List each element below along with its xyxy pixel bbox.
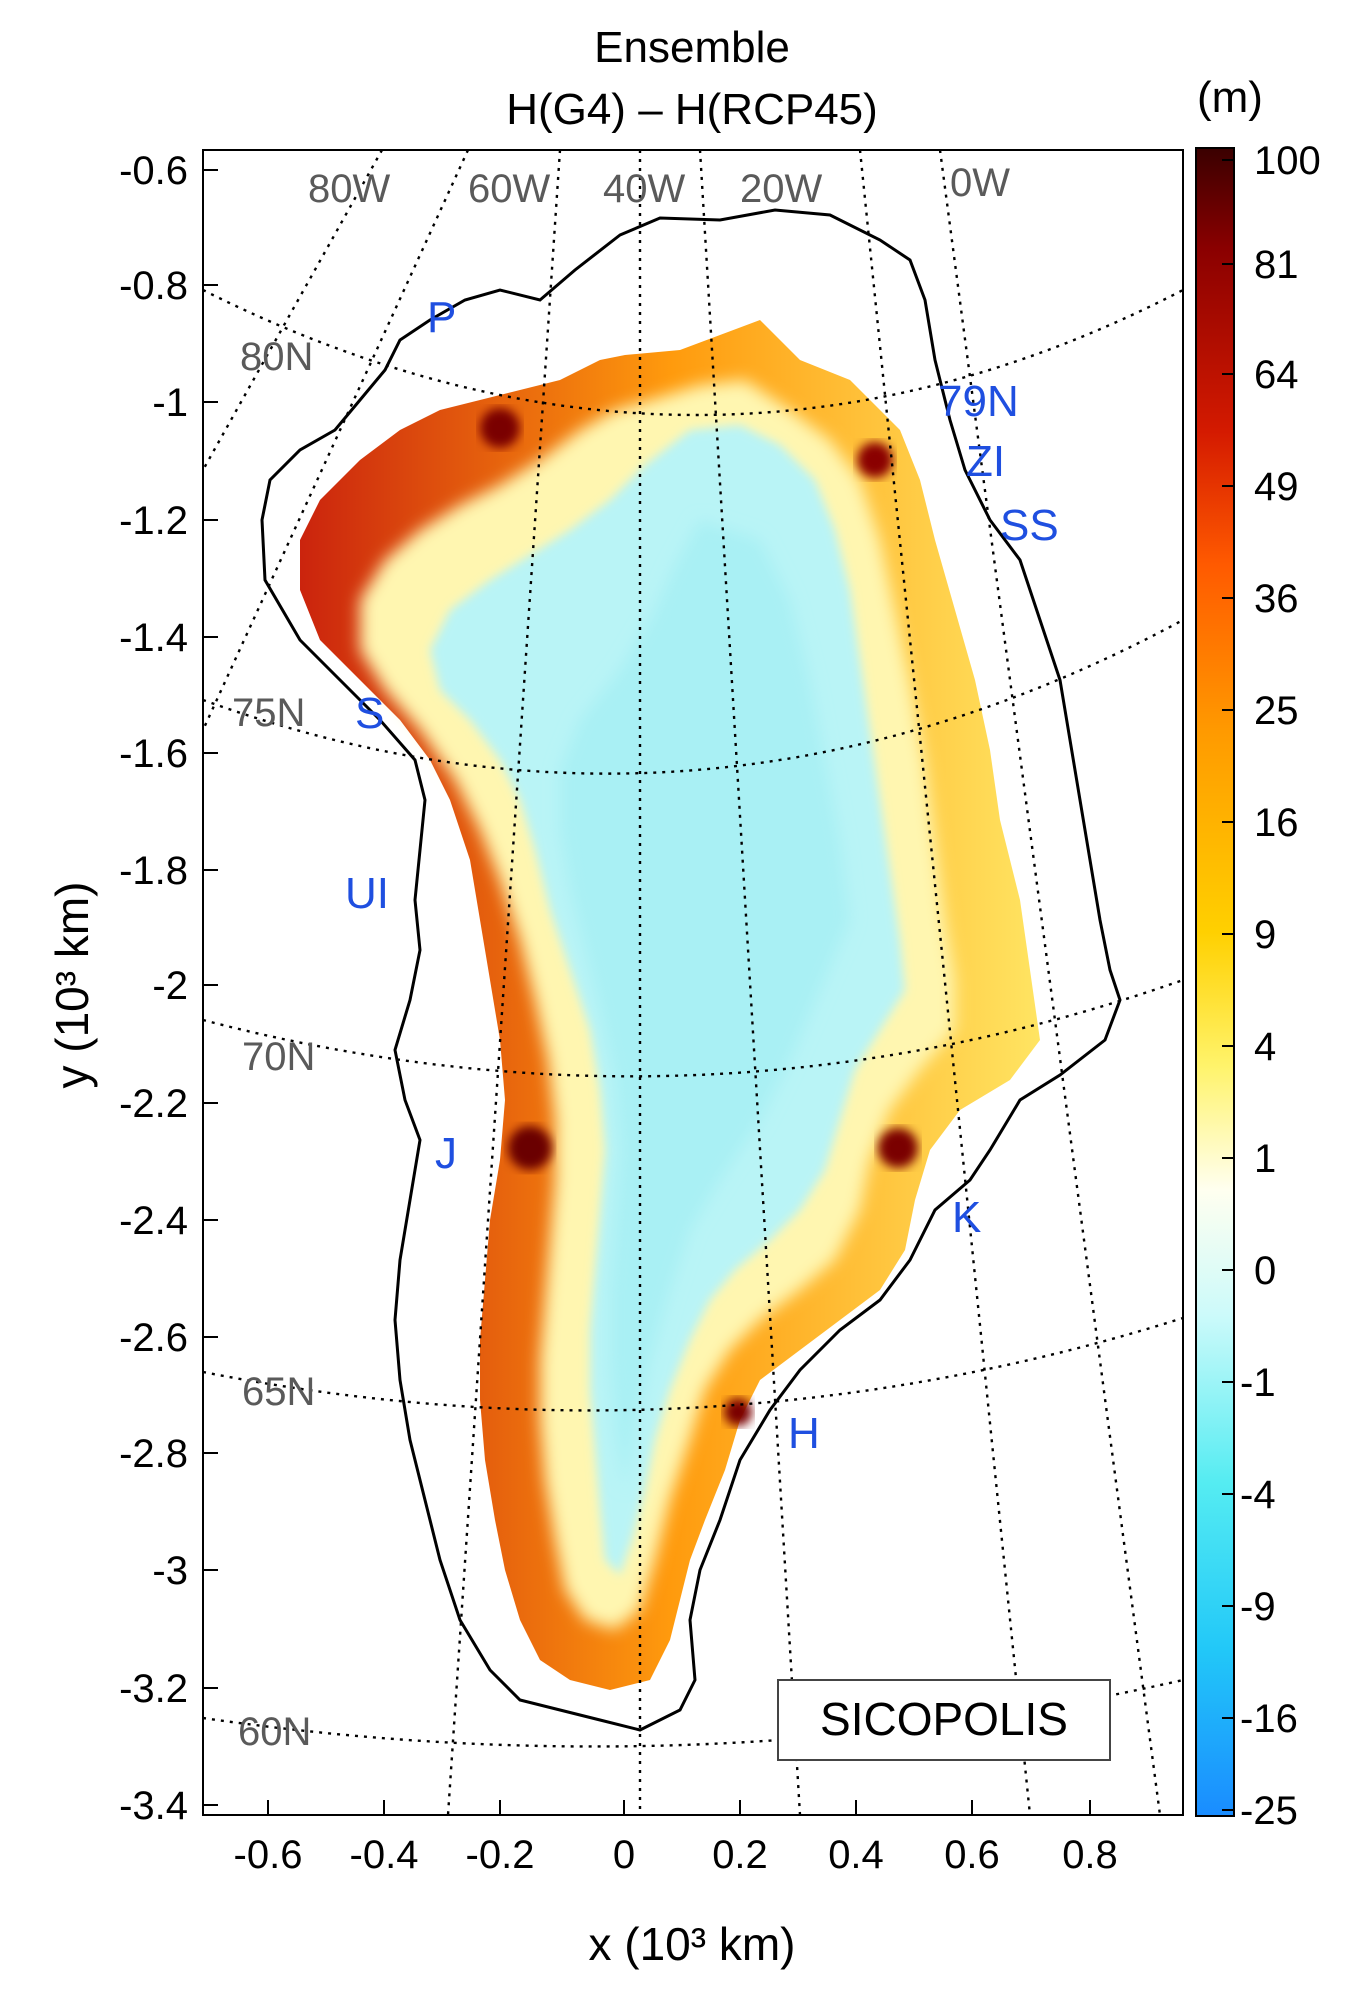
x-axis	[267, 1800, 1091, 1815]
meridian-label-40w: 40W	[603, 167, 685, 211]
colorbar-tick-label: 49	[1254, 465, 1299, 509]
y-tick-label: -2.4	[119, 1199, 188, 1243]
y-tick-label: -2	[152, 964, 188, 1008]
meridian-label-80w: 80W	[308, 167, 390, 211]
x-tick-label: 0.8	[1062, 1833, 1118, 1877]
parallel-label-80n: 80N	[240, 335, 313, 379]
y-tick-label: -2.8	[119, 1432, 188, 1476]
y-tick-label: -1.8	[119, 849, 188, 893]
hotspot-p	[480, 408, 520, 448]
parallel-60n	[202, 1678, 1184, 1748]
site-label-ss: SS	[1000, 501, 1059, 550]
model-label: SICOPOLIS	[820, 1693, 1068, 1745]
meridian-label-20w: 20W	[740, 167, 822, 211]
x-tick-label: -0.4	[350, 1833, 419, 1877]
colorbar-tick-label: -16	[1240, 1697, 1298, 1741]
y-tick-label: -1.6	[119, 732, 188, 776]
y-tick-label: -3.4	[119, 1784, 188, 1828]
y-tick-label: -1.4	[119, 616, 188, 660]
title-line1: Ensemble	[594, 23, 790, 72]
site-label-p: P	[427, 293, 456, 342]
meridian-label-60w: 60W	[468, 167, 550, 211]
y-tick-label: -2.2	[119, 1082, 188, 1126]
y-tick-label: -1.2	[119, 499, 188, 543]
colorbar-tick-label: 9	[1254, 913, 1276, 957]
y-tick-label: -0.8	[119, 264, 188, 308]
hotspot-h	[724, 1398, 752, 1426]
site-label-ui: UI	[345, 869, 389, 918]
colorbar-tick-label: 25	[1254, 689, 1299, 733]
colorbar-tick-label: 64	[1254, 353, 1299, 397]
hotspot-j	[508, 1126, 552, 1170]
site-label-s: S	[355, 689, 384, 738]
parallel-80n	[202, 288, 1184, 417]
colorbar-ticks	[1222, 159, 1234, 1811]
title-line2: H(G4) – H(RCP45)	[506, 85, 878, 134]
x-tick-label: 0.2	[712, 1833, 768, 1877]
parallel-label-70n: 70N	[242, 1035, 315, 1079]
x-tick-label: 0.4	[828, 1833, 884, 1877]
colorbar-tick-label: -25	[1240, 1789, 1298, 1833]
parallel-65n	[202, 1316, 1184, 1412]
parallel-label-60n: 60N	[238, 1710, 311, 1754]
parallel-70n	[202, 978, 1184, 1078]
y-tick-label: -3.2	[119, 1667, 188, 1711]
site-label-79n: 79N	[938, 377, 1019, 426]
colorbar-tick-label: 0	[1254, 1249, 1276, 1293]
colorbar-unit: (m)	[1197, 73, 1263, 122]
y-tick-label: -3	[152, 1549, 188, 1593]
colorbar-tick-label: 36	[1254, 577, 1299, 621]
site-label-zi: ZI	[966, 437, 1005, 486]
colorbar-tick-label: 16	[1254, 801, 1299, 845]
x-tick-label: -0.2	[466, 1833, 535, 1877]
meridian-label-0w: 0W	[950, 161, 1010, 205]
colorbar-tick-label: 81	[1254, 243, 1299, 287]
y-tick-label: -2.6	[119, 1316, 188, 1360]
y-tick-label: -1	[152, 381, 188, 425]
site-label-k: K	[952, 1193, 981, 1242]
site-label-j: J	[435, 1129, 457, 1178]
parallel-label-65n: 65N	[242, 1370, 315, 1414]
colorbar-tick-label: 1	[1254, 1137, 1276, 1181]
meridian-80w	[201, 149, 470, 731]
model-label-box	[777, 1679, 1111, 1761]
ice-sheet-core	[560, 520, 850, 1490]
hotspot-79n	[857, 442, 893, 478]
meridian-e1	[938, 149, 1162, 1816]
x-axis-label: x (10³ km)	[589, 1918, 796, 1970]
colorbar-tick-label: -1	[1240, 1361, 1276, 1405]
colorbar-tick-label: 100	[1254, 139, 1321, 183]
parallel-label-75n: 75N	[232, 691, 305, 735]
graticule	[201, 149, 1184, 1816]
y-tick-label: -0.6	[119, 149, 188, 193]
colorbar-tick-label: 4	[1254, 1025, 1276, 1069]
y-axis-label: y (10³ km)	[46, 882, 98, 1089]
x-tick-label: 0.6	[944, 1833, 1000, 1877]
colorbar-tick-label: -9	[1240, 1585, 1276, 1629]
colorbar	[1195, 147, 1235, 1817]
x-tick-label: -0.6	[234, 1833, 303, 1877]
y-axis	[203, 169, 218, 1806]
hotspot-k	[878, 1128, 918, 1168]
site-label-h: H	[788, 1409, 820, 1458]
x-tick-label: 0	[613, 1833, 635, 1877]
colorbar-tick-label: -4	[1240, 1473, 1276, 1517]
